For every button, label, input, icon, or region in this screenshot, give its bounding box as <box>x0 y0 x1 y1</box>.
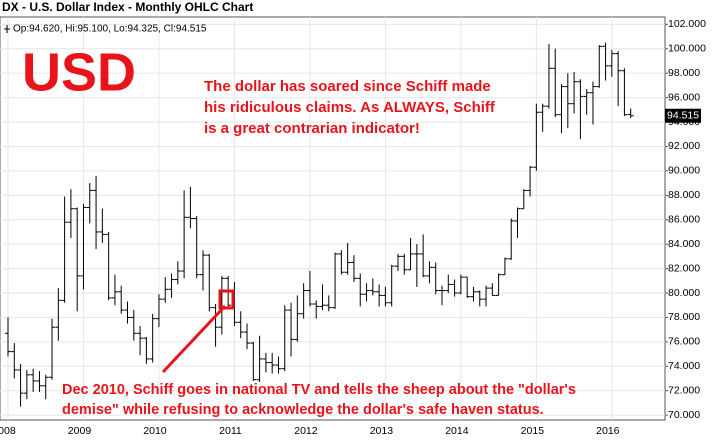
last-value-box <box>665 108 701 123</box>
y-tick-label: 80.000 <box>668 287 700 299</box>
annotation: demise" while refusing to acknowledge th… <box>62 402 544 418</box>
annotation: his ridiculous claims. As ALWAYS, Schiff <box>204 99 496 116</box>
x-tick-label: 2016 <box>596 425 620 437</box>
x-tick-label: 2013 <box>370 425 394 437</box>
y-tick-label: 72.000 <box>668 384 700 396</box>
chart-title: DX - U.S. Dollar Index - Monthly OHLC Ch… <box>2 0 253 14</box>
y-tick-label: 98.000 <box>668 67 700 79</box>
annotation: Dec 2010, Schiff goes in national TV and… <box>62 382 576 398</box>
y-tick-label: 78.000 <box>668 311 700 323</box>
y-tick-label: 92.000 <box>668 140 700 152</box>
y-tick-label: 100.000 <box>668 43 706 55</box>
x-tick-label: 2014 <box>445 425 469 437</box>
y-tick-label: 86.000 <box>668 214 700 226</box>
x-tick-label: 2008 <box>0 425 16 437</box>
pointer-line <box>161 304 227 374</box>
x-tick-label: 2009 <box>68 425 92 437</box>
legend-text: Op:94.620, Hi:95.100, Lo:94.325, Cl:94.5… <box>13 24 207 35</box>
highlight-box <box>218 289 235 310</box>
y-tick-label: 96.000 <box>668 91 700 103</box>
annotation: is a great contrarian indicator! <box>204 120 420 137</box>
big-label: USD <box>22 42 136 102</box>
y-tick-label: 88.000 <box>668 189 700 201</box>
plot-frame <box>0 16 666 421</box>
y-tick-label: 90.000 <box>668 165 700 177</box>
y-tick-label: 70.000 <box>668 409 700 421</box>
y-tick-label: 84.000 <box>668 238 700 250</box>
x-tick-label: 2012 <box>294 425 318 437</box>
x-tick-label: 2010 <box>143 425 167 437</box>
x-tick-label: 2011 <box>219 425 242 437</box>
y-tick-label: 102.000 <box>668 18 706 30</box>
y-tick-label: 74.000 <box>668 360 700 372</box>
last-value-label: 94.515 <box>667 110 699 122</box>
y-tick-label: 76.000 <box>668 336 700 348</box>
y-tick-label: 82.000 <box>668 262 700 274</box>
annotation: The dollar has soared since Schiff made <box>204 78 491 95</box>
x-tick-label: 2015 <box>521 425 545 437</box>
